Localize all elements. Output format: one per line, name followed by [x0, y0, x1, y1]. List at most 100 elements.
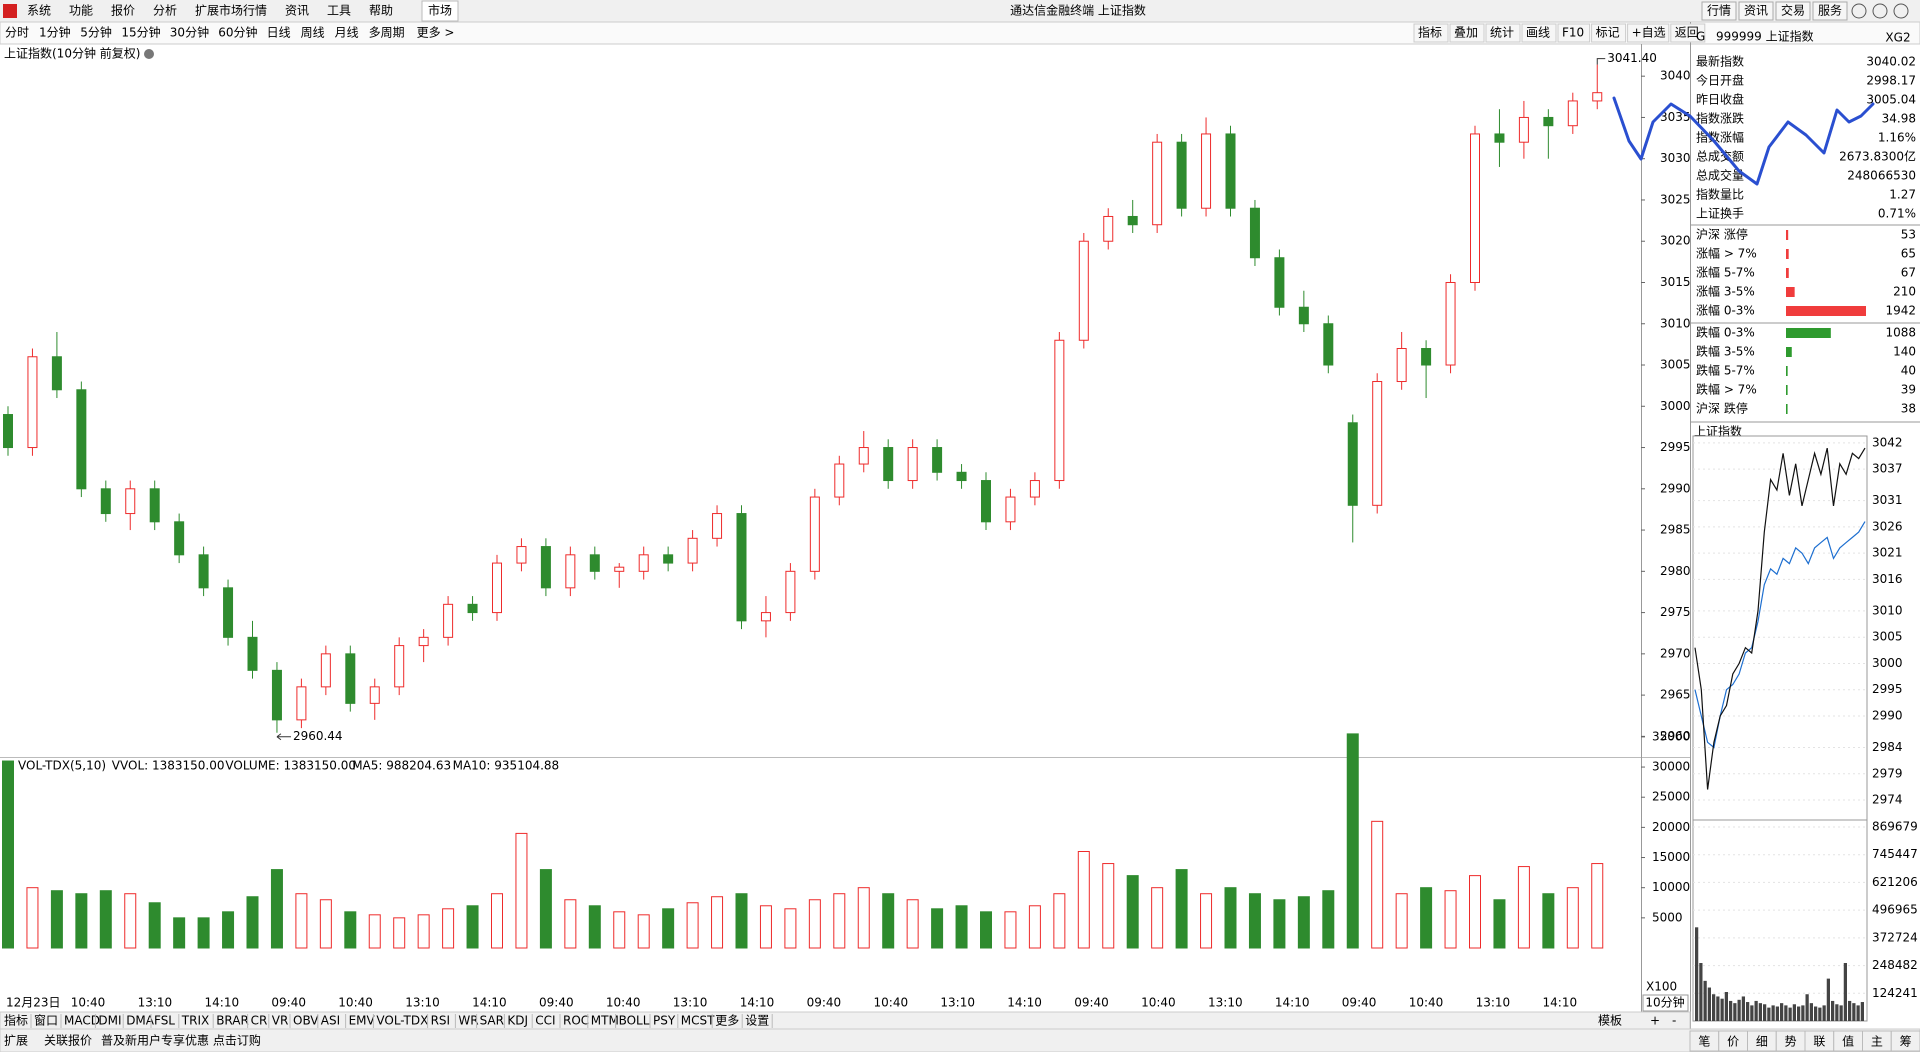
indicator-tab[interactable]: DMA: [126, 1014, 155, 1028]
indicator-tab[interactable]: OBV: [293, 1014, 319, 1028]
top-button-box[interactable]: [1812, 1, 1848, 21]
menu-item[interactable]: 报价: [111, 3, 135, 18]
tool-button[interactable]: 统计: [1490, 26, 1514, 40]
bottom-tab[interactable]: 笔: [1698, 1034, 1710, 1049]
minimize-button[interactable]: [1851, 3, 1867, 19]
template-tab[interactable]: +: [1650, 1014, 1660, 1028]
tool-button[interactable]: 画线: [1526, 26, 1550, 40]
menu-item[interactable]: 分析: [153, 4, 177, 18]
indicator-tab[interactable]: 设置: [745, 1014, 769, 1028]
indicator-tab[interactable]: 更多: [715, 1014, 739, 1028]
period-tab[interactable]: 15分钟: [121, 25, 160, 40]
indicator-tab[interactable]: CR: [251, 1014, 268, 1028]
tool-button-box[interactable]: [1557, 23, 1591, 43]
top-button[interactable]: 行情: [1707, 4, 1731, 18]
indicator-tab[interactable]: MACD: [64, 1014, 100, 1028]
period-tab[interactable]: 1分钟: [39, 25, 71, 40]
indicator-tab[interactable]: VR: [272, 1014, 289, 1028]
period-tab[interactable]: 30分钟: [170, 25, 209, 40]
indicator-tab[interactable]: EMV: [349, 1014, 376, 1028]
quote-label: 今日开盘: [1696, 73, 1744, 88]
period-tab[interactable]: 5分钟: [80, 25, 112, 40]
bottom-tab[interactable]: 价: [1727, 1035, 1739, 1049]
close-button[interactable]: [1893, 3, 1909, 19]
tool-button[interactable]: 返回: [1675, 26, 1699, 40]
status-item[interactable]: 关联报价: [44, 1033, 92, 1048]
menu-item[interactable]: 帮助: [369, 4, 393, 18]
menu-item[interactable]: 功能: [69, 4, 93, 18]
template-tab[interactable]: 模板: [1598, 1014, 1622, 1028]
tool-button[interactable]: 指标: [1418, 25, 1442, 40]
tool-button[interactable]: 标记: [1596, 26, 1620, 40]
volume-bar: [197, 917, 210, 949]
tool-button-box[interactable]: [1521, 23, 1557, 43]
menu-item[interactable]: 系统: [27, 4, 51, 18]
top-button[interactable]: 交易: [1781, 3, 1805, 18]
bottom-tab[interactable]: 势: [1785, 1035, 1797, 1049]
indicator-tab[interactable]: ROC: [563, 1014, 589, 1028]
indicator-tab[interactable]: ASI: [321, 1014, 340, 1028]
indicator-tab[interactable]: CCI: [535, 1014, 555, 1028]
tool-button-box[interactable]: [1591, 23, 1627, 43]
tool-button-box[interactable]: [1670, 23, 1706, 43]
indicator-tab[interactable]: BRAR: [216, 1014, 249, 1028]
x-tick-label: 14:10: [472, 996, 507, 1010]
breadth-value: 53: [1901, 228, 1916, 242]
bottom-tab[interactable]: 值: [1842, 1034, 1854, 1049]
bottom-tab[interactable]: 细: [1756, 1035, 1768, 1049]
indicator-tab[interactable]: 指标: [4, 1013, 28, 1028]
period-more[interactable]: 更多 >: [417, 26, 455, 40]
indicator-tab[interactable]: MTM: [591, 1014, 619, 1028]
candle-body: [589, 554, 600, 572]
period-tab[interactable]: 月线: [335, 26, 359, 40]
top-button-box[interactable]: [1775, 1, 1811, 21]
tool-button[interactable]: F10: [1562, 26, 1584, 40]
candle-body: [1298, 306, 1309, 325]
menu-item[interactable]: 扩展市场行情: [195, 3, 267, 18]
status-item[interactable]: 普及新用户专享优惠 点击订购: [101, 1033, 261, 1048]
tool-button[interactable]: 叠加: [1454, 26, 1478, 40]
mini-y-tick-label: 2979: [1872, 766, 1903, 780]
indicator-tab[interactable]: FSL: [154, 1014, 175, 1028]
top-button-box[interactable]: [1701, 1, 1737, 21]
volume-bar: [1322, 890, 1335, 949]
maximize-button[interactable]: [1872, 3, 1888, 19]
indicator-tab[interactable]: MCST: [681, 1014, 715, 1028]
period-tab[interactable]: 日线: [267, 26, 291, 40]
period-tab[interactable]: 分时: [5, 26, 29, 40]
indicator-tab[interactable]: TRIX: [181, 1014, 209, 1028]
tool-button[interactable]: +自选: [1632, 26, 1666, 40]
top-button[interactable]: 服务: [1818, 3, 1842, 18]
tool-button-box[interactable]: [1485, 23, 1521, 43]
period-tab[interactable]: 周线: [301, 26, 325, 40]
period-tab[interactable]: 60分钟: [218, 25, 257, 40]
indicator-tab[interactable]: WR: [458, 1014, 478, 1028]
status-item[interactable]: 扩展: [4, 1034, 28, 1048]
tool-button-box[interactable]: [1627, 23, 1670, 43]
template-tab[interactable]: -: [1672, 1014, 1676, 1028]
menu-item[interactable]: 工具: [327, 4, 351, 18]
mini-volume-bar: [1763, 1004, 1767, 1021]
bottom-tab[interactable]: 筹: [1900, 1035, 1912, 1049]
indicator-tab[interactable]: KDJ: [507, 1014, 528, 1028]
indicator-tab[interactable]: RSI: [431, 1014, 451, 1028]
period-tab[interactable]: 多周期: [369, 26, 405, 40]
bottom-tab[interactable]: 联: [1813, 1035, 1825, 1049]
indicator-tab[interactable]: PSY: [653, 1014, 676, 1028]
tool-button-box[interactable]: [1449, 23, 1485, 43]
tool-button-box[interactable]: [1413, 23, 1449, 43]
indicator-tab[interactable]: VOL-TDX: [376, 1014, 428, 1028]
candle-body: [858, 447, 869, 465]
indicator-tab[interactable]: BOLL: [619, 1014, 650, 1028]
indicator-tab[interactable]: DMI: [98, 1014, 121, 1028]
menu-item[interactable]: 资讯: [285, 4, 309, 18]
top-button[interactable]: 资讯: [1744, 4, 1768, 18]
market-tab[interactable]: 市场: [428, 3, 452, 18]
bottom-tab-box[interactable]: [1890, 1030, 1920, 1052]
indicator-tab[interactable]: 窗口: [34, 1014, 58, 1028]
top-button-box[interactable]: [1738, 1, 1774, 21]
bottom-tab[interactable]: 主: [1871, 1035, 1883, 1049]
candle-body: [687, 537, 698, 564]
mini-vol-tick-label: 745447: [1872, 847, 1918, 861]
indicator-tab[interactable]: SAR: [480, 1014, 504, 1028]
